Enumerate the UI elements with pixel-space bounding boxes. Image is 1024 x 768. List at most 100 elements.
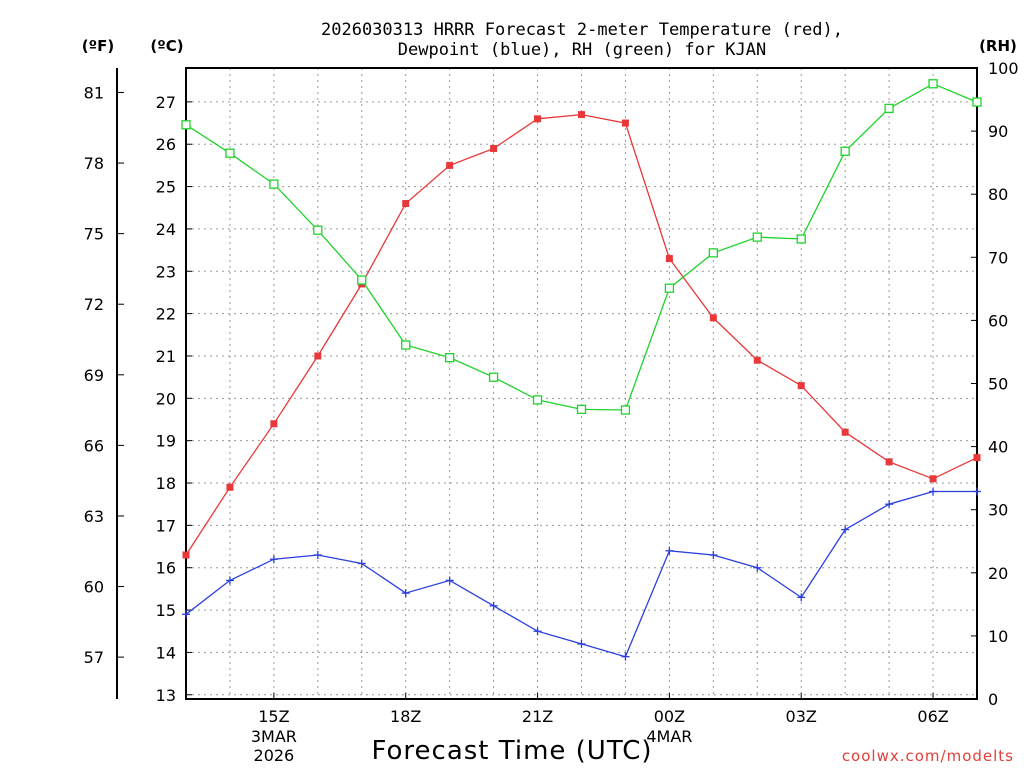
celsius-tick-label: 17 [156, 516, 176, 535]
fahrenheit-tick-label: 69 [84, 366, 104, 385]
2-meter-temperature-point [226, 483, 234, 491]
rh-point [313, 225, 323, 235]
dewpoint-point [445, 576, 454, 585]
x-tick-label: 06Z [917, 707, 948, 726]
celsius-tick-label: 22 [156, 305, 176, 324]
x-tick-label: 03Z [786, 707, 817, 726]
rh-tick-label: 40 [988, 438, 1008, 457]
dewpoint-point [533, 627, 542, 636]
2-meter-temperature-point [797, 382, 805, 390]
tick-labels: 13 14 15 16 17 18 19 20 21 22 23 24 25 26 27 57 60 63 66 69… [84, 59, 1019, 765]
chart-title-line2: Dewpoint (blue), RH (green) for KJAN [398, 40, 766, 60]
dewpoint-point [357, 559, 366, 568]
dewpoint-point [929, 487, 938, 496]
celsius-tick-label: 19 [156, 432, 176, 451]
2-meter-temperature-point [534, 115, 542, 123]
celsius-tick-label: 15 [156, 601, 176, 620]
rh-point [884, 103, 894, 114]
grid-lines [186, 68, 977, 699]
rh-point [445, 352, 455, 363]
celsius-tick-label: 26 [156, 135, 176, 154]
celsius-tick-label: 14 [156, 643, 176, 662]
rh-point [796, 234, 806, 244]
2-meter-temperature-point [270, 420, 278, 428]
dewpoint-point [885, 500, 894, 509]
dewpoint-point [709, 551, 718, 560]
dewpoint-point [182, 610, 190, 619]
rh-point [752, 232, 762, 242]
2-meter-temperature-point [490, 144, 498, 152]
dewpoint-point [753, 563, 762, 572]
x-tick-label: 15Z [258, 707, 289, 726]
axes [116, 67, 978, 700]
fahrenheit-tick-label: 75 [84, 225, 104, 244]
rh-point [357, 275, 367, 285]
rh-tick-label: 50 [988, 375, 1008, 394]
2-meter-temperature-point [709, 314, 717, 322]
x-date-label: 3MAR [251, 727, 297, 746]
fahrenheit-tick-label: 66 [84, 436, 104, 455]
chart-title-line1: 2026030313 HRRR Forecast 2-meter Tempera… [321, 20, 843, 40]
2-meter-temperature-point [885, 458, 893, 466]
celsius-tick-label: 23 [156, 262, 176, 281]
2-meter-temperature-point [446, 161, 454, 169]
data-series [181, 79, 982, 661]
dewpoint-point [313, 551, 322, 560]
rh-tick-label: 10 [988, 627, 1008, 646]
rh-point [928, 79, 938, 89]
rh-tick-label: 0 [988, 690, 998, 709]
celsius-tick-label: 21 [156, 347, 176, 366]
x-axis-label: Forecast Time (UTC) [371, 736, 652, 766]
rh-unit-label: (RH) [979, 37, 1017, 55]
rh-line [185, 83, 978, 411]
celsius-unit-label: (ºC) [150, 37, 183, 55]
fahrenheit-tick-label: 81 [84, 83, 104, 102]
fahrenheit-tick-label: 60 [84, 578, 104, 597]
celsius-tick-label: 16 [156, 559, 176, 578]
2-meter-temperature-point [621, 119, 629, 127]
rh-tick-label: 70 [988, 248, 1008, 267]
2-meter-temperature-point [973, 454, 981, 462]
dewpoint-point [225, 576, 234, 585]
dewpoint-point [797, 593, 806, 602]
dewpoint-point [489, 601, 498, 610]
dewpoint-point [621, 652, 630, 661]
plot-frame [185, 67, 978, 700]
rh-point [708, 248, 718, 258]
rh-tick-label: 90 [988, 122, 1008, 141]
dewpoint-point [577, 639, 586, 648]
celsius-tick-label: 18 [156, 474, 176, 493]
dewpoint-point [665, 546, 674, 555]
celsius-tick-label: 25 [156, 178, 176, 197]
2-meter-temperature-point [929, 475, 937, 483]
x-tick-label: 00Z [654, 707, 685, 726]
2-meter-temperature-point [841, 428, 849, 436]
rh-tick-label: 30 [988, 501, 1008, 520]
2-meter-temperature-point [402, 200, 410, 208]
dewpoint-line [185, 490, 977, 658]
celsius-tick-label: 27 [156, 93, 176, 112]
rh-point [972, 97, 982, 107]
rh-point [488, 372, 499, 382]
rh-point [181, 120, 191, 130]
dewpoint-point [973, 487, 981, 496]
fahrenheit-tick-label: 57 [84, 648, 104, 667]
celsius-tick-label: 24 [156, 220, 176, 239]
fahrenheit-unit-label: (ºF) [82, 37, 114, 55]
rh-point [576, 404, 587, 415]
rh-tick-label: 80 [988, 185, 1008, 204]
fahrenheit-tick-label: 72 [84, 295, 104, 314]
dewpoint-point [841, 525, 850, 534]
rh-tick-label: 20 [988, 564, 1008, 583]
rh-point [664, 283, 675, 293]
rh-point [620, 405, 631, 415]
x-year-label: 2026 [254, 746, 295, 765]
x-tick-label: 21Z [522, 707, 553, 726]
source-credit: coolwx.com/modelts [842, 747, 1014, 765]
rh-point [532, 395, 543, 405]
celsius-tick-label: 20 [156, 389, 176, 408]
dewpoint-point [401, 589, 410, 598]
x-date-label: 4MAR [646, 727, 692, 746]
rh-point [401, 340, 411, 350]
rh-tick-label: 100 [988, 59, 1019, 78]
